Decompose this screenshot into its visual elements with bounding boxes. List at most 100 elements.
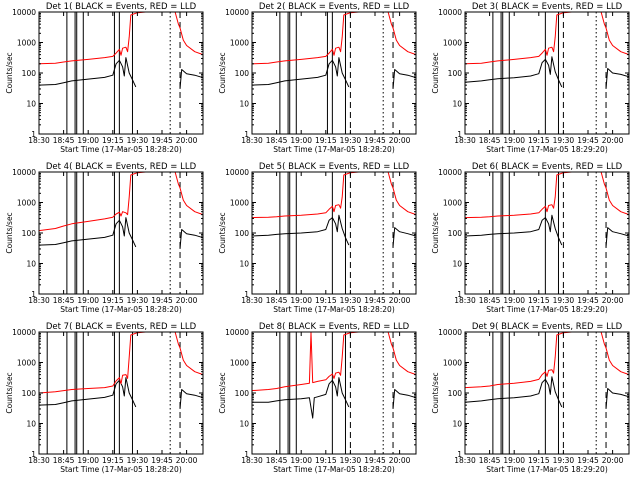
x-tick-label: 18:30 <box>28 136 50 145</box>
x-axis-label: Start Time (17-Mar-05 18:28:20) <box>60 145 182 154</box>
plot-frame <box>464 171 630 295</box>
lld-series-line <box>464 171 630 219</box>
lld-series-line <box>251 11 417 65</box>
x-tick-label: 19:30 <box>340 136 362 145</box>
x-tick-label: 19:15 <box>102 296 124 305</box>
y-tick-label: 10000 <box>438 168 462 177</box>
lld-series-line <box>464 11 630 65</box>
x-tick-label: 19:30 <box>553 456 575 465</box>
detector-panel: 18:30 18:45 19:00 19:15 19:30 19:45 20:00 1 10 10… <box>218 2 417 154</box>
y-tick-label: 1 <box>457 130 462 139</box>
y-tick-label: 10000 <box>12 8 36 17</box>
y-tick-label: 100 <box>22 229 37 238</box>
y-tick-label: 10000 <box>225 328 249 337</box>
y-tick-label: 1000 <box>443 39 462 48</box>
y-axis-label: Counts/sec <box>218 212 227 253</box>
x-tick-label: 18:45 <box>53 136 75 145</box>
events-series-line <box>251 57 417 89</box>
y-tick-label: 1000 <box>230 199 249 208</box>
plot-frame <box>38 11 204 135</box>
y-tick-label: 1000 <box>17 39 36 48</box>
x-tick-label: 20:00 <box>389 296 411 305</box>
y-tick-label: 1 <box>244 290 249 299</box>
x-tick-label: 19:30 <box>127 296 149 305</box>
events-series-line <box>251 214 417 247</box>
x-tick-label: 19:45 <box>577 136 599 145</box>
y-tick-label: 10 <box>239 260 249 269</box>
x-tick-label: 19:00 <box>77 136 99 145</box>
plot-frame <box>251 11 417 135</box>
y-tick-label: 10 <box>26 420 36 429</box>
y-tick-label: 100 <box>448 69 463 78</box>
x-axis-label: Start Time (17-Mar-05 18:29:20) <box>486 465 608 474</box>
y-tick-label: 1000 <box>230 359 249 368</box>
panel-title: Det 3( BLACK = Events, RED = LLD <box>472 2 623 12</box>
x-tick-label: 20:00 <box>602 136 624 145</box>
x-tick-label: 20:00 <box>176 136 198 145</box>
y-axis-label: Counts/sec <box>431 372 440 413</box>
y-tick-label: 1 <box>31 130 36 139</box>
lld-series-line <box>251 331 417 392</box>
y-tick-label: 10 <box>26 260 36 269</box>
y-tick-label: 100 <box>235 389 250 398</box>
panel-title: Det 6( BLACK = Events, RED = LLD <box>472 162 623 172</box>
events-series-line <box>38 217 204 249</box>
x-tick-label: 20:00 <box>176 296 198 305</box>
lld-series-line <box>251 171 417 219</box>
x-tick-label: 19:00 <box>503 296 525 305</box>
x-tick-label: 18:30 <box>241 456 263 465</box>
x-tick-label: 18:30 <box>28 296 50 305</box>
y-tick-label: 10000 <box>438 8 462 17</box>
x-axis-label: Start Time (17-Mar-05 18:28:20) <box>273 465 395 474</box>
panel-title: Det 4( BLACK = Events, RED = LLD <box>46 162 197 172</box>
y-tick-label: 1000 <box>17 199 36 208</box>
detector-panel: 18:30 18:45 19:00 19:15 19:30 19:45 20:00 1 10 10… <box>218 322 417 474</box>
x-tick-label: 18:45 <box>479 296 501 305</box>
x-tick-label: 18:30 <box>454 136 476 145</box>
x-tick-label: 19:15 <box>315 296 337 305</box>
x-tick-label: 18:45 <box>266 136 288 145</box>
x-tick-label: 18:30 <box>454 456 476 465</box>
y-tick-label: 10 <box>452 260 462 269</box>
events-series-line <box>252 377 417 419</box>
x-tick-label: 18:30 <box>241 296 263 305</box>
y-tick-label: 10000 <box>438 328 462 337</box>
y-tick-label: 100 <box>448 389 463 398</box>
y-axis-label: Counts/sec <box>5 212 14 253</box>
y-axis-label: Counts/sec <box>218 52 227 93</box>
x-tick-label: 19:45 <box>364 296 386 305</box>
x-tick-label: 19:45 <box>577 296 599 305</box>
y-tick-label: 1 <box>31 290 36 299</box>
y-tick-label: 10 <box>26 100 36 109</box>
x-tick-label: 19:30 <box>553 296 575 305</box>
x-tick-label: 19:45 <box>151 456 173 465</box>
y-tick-label: 10000 <box>12 168 36 177</box>
lld-series-line <box>38 11 204 65</box>
x-tick-label: 20:00 <box>602 456 624 465</box>
y-tick-label: 1000 <box>230 39 249 48</box>
events-series-line <box>464 214 630 247</box>
x-tick-label: 19:15 <box>528 456 550 465</box>
panel-title: Det 1( BLACK = Events, RED = LLD <box>46 2 197 12</box>
y-tick-label: 1 <box>244 450 249 459</box>
x-tick-label: 19:15 <box>528 136 550 145</box>
x-axis-label: Start Time (17-Mar-05 18:29:20) <box>486 305 608 314</box>
plot-frame <box>251 171 417 295</box>
x-tick-label: 19:30 <box>340 296 362 305</box>
x-tick-label: 19:00 <box>503 456 525 465</box>
detector-panel: 18:30 18:45 19:00 19:15 19:30 19:45 20:00 1 10 10… <box>5 2 204 154</box>
x-tick-label: 19:00 <box>290 456 312 465</box>
x-tick-label: 18:45 <box>53 456 75 465</box>
detector-panel: 18:30 18:45 19:00 19:15 19:30 19:45 20:00 1 10 10… <box>431 2 630 154</box>
y-tick-label: 1000 <box>17 359 36 368</box>
y-axis-label: Counts/sec <box>5 372 14 413</box>
x-tick-label: 18:45 <box>479 136 501 145</box>
x-tick-label: 19:30 <box>553 136 575 145</box>
x-tick-label: 19:00 <box>290 136 312 145</box>
y-tick-label: 1 <box>244 130 249 139</box>
lld-series-line <box>38 331 204 394</box>
y-axis-label: Counts/sec <box>218 372 227 413</box>
events-series-line <box>464 376 630 409</box>
x-tick-label: 19:30 <box>127 136 149 145</box>
